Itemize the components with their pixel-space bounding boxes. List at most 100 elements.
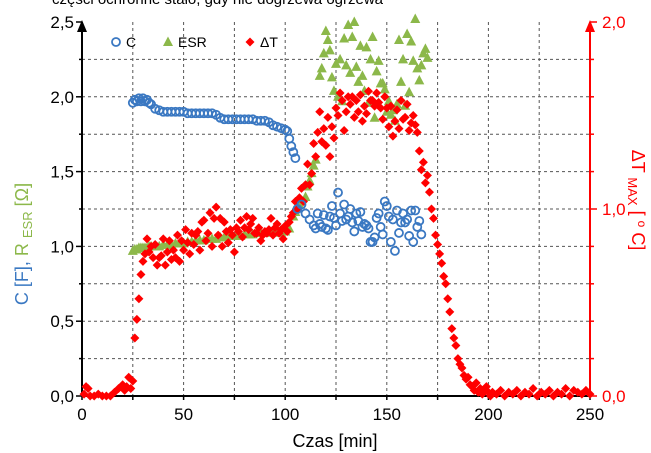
y-left-tick-label: 2,5 bbox=[50, 13, 74, 32]
data-point bbox=[322, 34, 333, 44]
data-point bbox=[379, 196, 390, 207]
data-point bbox=[209, 213, 219, 223]
data-point bbox=[213, 230, 223, 240]
data-point bbox=[181, 225, 191, 235]
data-point bbox=[449, 333, 459, 343]
data-point bbox=[353, 76, 364, 86]
data-point bbox=[345, 99, 355, 109]
data-point bbox=[219, 217, 229, 227]
data-point bbox=[388, 131, 398, 141]
data-point bbox=[312, 208, 323, 219]
data-point bbox=[496, 385, 506, 395]
x-tick-label: 0 bbox=[77, 405, 86, 424]
data-point bbox=[126, 384, 136, 394]
data-point bbox=[327, 201, 337, 211]
data-point bbox=[471, 378, 481, 388]
data-point bbox=[278, 234, 288, 244]
data-point bbox=[296, 199, 307, 210]
data-point bbox=[445, 307, 455, 317]
data-point bbox=[410, 120, 420, 130]
data-point bbox=[361, 41, 372, 52]
y-left-label-c: C [F], bbox=[12, 256, 32, 305]
data-point bbox=[290, 153, 301, 164]
data-point bbox=[201, 236, 211, 246]
data-point bbox=[331, 220, 341, 231]
data-point bbox=[217, 241, 227, 251]
data-point bbox=[528, 384, 538, 394]
data-point bbox=[227, 230, 237, 240]
y-left-label-r-unit: [Ω] bbox=[12, 183, 32, 206]
data-point bbox=[320, 25, 331, 35]
data-point bbox=[416, 59, 427, 70]
data-point bbox=[439, 271, 449, 281]
data-point bbox=[205, 208, 215, 218]
y-right-tick-label: 1,0 bbox=[602, 200, 626, 219]
data-point bbox=[345, 67, 356, 77]
data-point bbox=[420, 178, 430, 188]
data-point bbox=[280, 124, 291, 135]
data-point bbox=[325, 152, 335, 162]
data-point bbox=[156, 251, 166, 261]
data-point bbox=[333, 111, 343, 120]
data-point bbox=[195, 245, 205, 255]
grid bbox=[82, 22, 590, 396]
data-point bbox=[369, 112, 380, 122]
data-point bbox=[335, 53, 346, 64]
data-point bbox=[392, 105, 402, 115]
y-left-tick-label: 0,5 bbox=[50, 312, 74, 331]
data-point bbox=[441, 279, 451, 289]
data-point bbox=[431, 230, 441, 240]
data-point bbox=[282, 226, 292, 236]
data-point bbox=[238, 232, 248, 242]
data-point bbox=[339, 199, 350, 210]
data-point bbox=[394, 124, 404, 134]
x-axis-label: Czas [min] bbox=[292, 431, 377, 451]
data-point bbox=[418, 157, 428, 167]
data-point bbox=[347, 217, 358, 228]
data-point bbox=[457, 363, 467, 373]
data-point bbox=[164, 236, 174, 246]
data-point bbox=[396, 76, 407, 86]
x-tick-label: 100 bbox=[271, 405, 299, 424]
data-point bbox=[349, 112, 359, 122]
data-point bbox=[371, 65, 382, 76]
axes bbox=[76, 20, 597, 400]
data-point bbox=[404, 125, 414, 135]
data-point bbox=[443, 294, 453, 304]
data-point bbox=[327, 122, 337, 132]
data-point bbox=[207, 241, 217, 251]
y-right-tick-labels: 0,0 1,0 2,0 bbox=[602, 13, 626, 406]
legend-marker bbox=[245, 37, 255, 47]
data-point bbox=[311, 152, 321, 162]
data-point bbox=[353, 107, 363, 117]
data-point bbox=[160, 260, 170, 270]
data-point bbox=[367, 31, 378, 41]
data-point bbox=[435, 249, 445, 259]
y-right-axis-label: ΔT MAX [ o C] bbox=[624, 150, 651, 251]
data-point bbox=[380, 92, 390, 102]
top-caption: części ochronne stało, gdy nie dogrzewa … bbox=[52, 0, 383, 8]
data-point bbox=[412, 222, 423, 232]
y-right-label-sup: o bbox=[635, 221, 649, 228]
data-point bbox=[367, 237, 378, 247]
data-point bbox=[308, 160, 319, 170]
data-point bbox=[357, 70, 368, 80]
y-right-label-end: C] bbox=[628, 232, 648, 250]
data-point bbox=[378, 114, 388, 124]
data-point bbox=[148, 253, 158, 263]
data-point bbox=[416, 165, 426, 175]
data-point bbox=[339, 125, 349, 135]
data-point bbox=[400, 112, 410, 122]
data-point bbox=[408, 111, 418, 120]
data-point bbox=[349, 16, 360, 26]
data-point bbox=[329, 133, 339, 143]
data-point bbox=[286, 141, 297, 152]
legend-marker bbox=[163, 36, 173, 46]
data-point bbox=[142, 234, 152, 244]
data-point bbox=[337, 96, 347, 106]
data-point bbox=[83, 384, 93, 394]
data-point bbox=[385, 237, 396, 247]
x-tick-label: 200 bbox=[474, 405, 502, 424]
data-point bbox=[437, 258, 447, 268]
data-point bbox=[292, 204, 302, 214]
